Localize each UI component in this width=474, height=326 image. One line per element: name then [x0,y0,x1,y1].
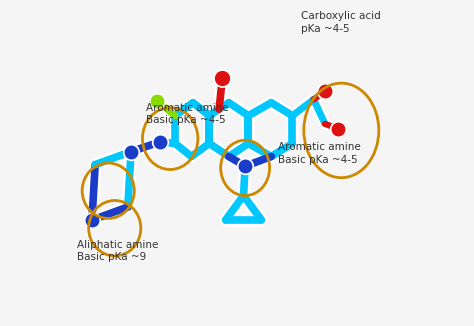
Text: Carboxylic acid
pKa ~4-5: Carboxylic acid pKa ~4-5 [301,11,380,34]
Text: Aromatic amine
Basic pKa ~4-5: Aromatic amine Basic pKa ~4-5 [146,103,228,126]
Text: Aromatic amine
Basic pKa ~4-5: Aromatic amine Basic pKa ~4-5 [278,142,361,165]
Text: Aliphatic amine
Basic pKa ~9: Aliphatic amine Basic pKa ~9 [77,240,159,262]
